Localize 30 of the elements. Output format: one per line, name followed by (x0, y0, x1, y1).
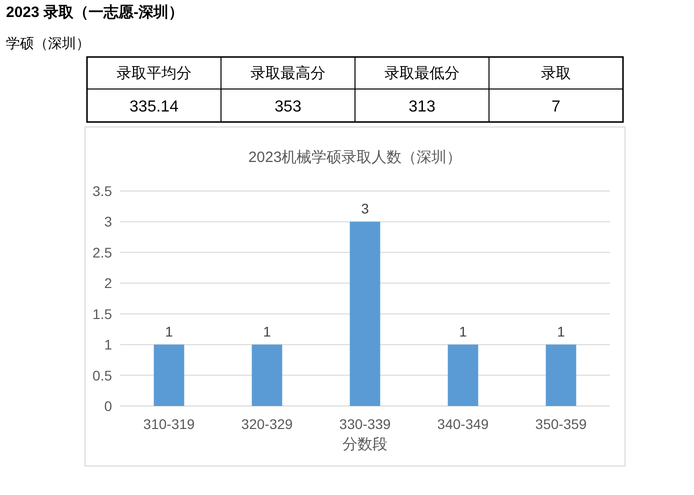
y-tick-label: 3.5 (92, 183, 112, 199)
data-label: 335.14 (130, 98, 179, 116)
category-label: 录取最高分 (250, 65, 326, 82)
data-label: 7 (552, 98, 561, 116)
text: 2023 录取（一志愿-深圳） (6, 4, 184, 21)
y-tick-label: 0.5 (92, 367, 112, 384)
data-label: 1 (263, 324, 272, 340)
x-tick-label: 330-339 (339, 416, 391, 432)
x-tick-label: 320-329 (241, 416, 293, 432)
category-label: 录取 (541, 65, 571, 82)
y-tick-label: 1 (104, 336, 112, 353)
data-label: 1 (557, 324, 566, 340)
data-label: 1 (459, 324, 468, 340)
x-tick-label: 340-349 (437, 416, 489, 432)
x-axis-title: 分数段 (342, 436, 388, 453)
category-label: 录取平均分 (116, 65, 192, 82)
x-tick-label: 310-319 (143, 416, 195, 432)
y-tick-label: 1.5 (92, 306, 112, 322)
y-tick-label: 2.5 (92, 244, 112, 260)
data-label: 313 (408, 98, 436, 116)
x-tick-label: 350-359 (535, 416, 587, 432)
y-tick-label: 0 (104, 398, 112, 414)
category-label: 录取最低分 (384, 65, 460, 82)
y-tick-label: 3 (104, 214, 112, 230)
data-label: 1 (165, 324, 174, 340)
data-label: 353 (274, 98, 302, 116)
text: 学硕（深圳） (6, 35, 90, 51)
chart-title: 2023机械学硕录取人数（深圳） (248, 149, 462, 166)
data-label: 3 (361, 200, 370, 217)
y-tick-label: 2 (104, 275, 112, 292)
